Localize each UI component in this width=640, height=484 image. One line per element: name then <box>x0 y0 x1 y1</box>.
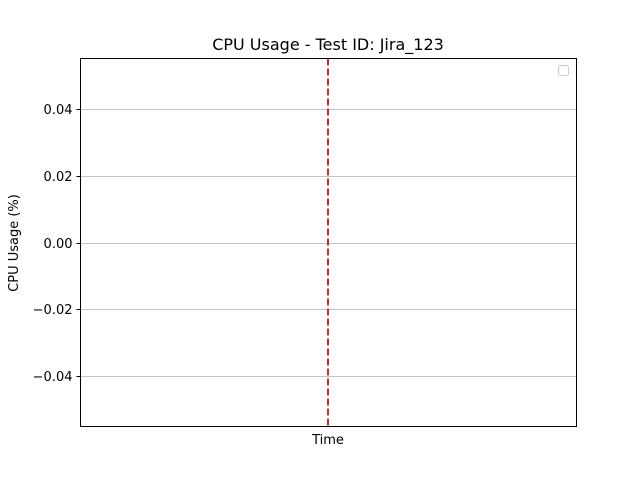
plot-frame <box>80 58 577 427</box>
y-tick-label: 0.04 <box>44 103 73 118</box>
y-tick-label: −0.02 <box>33 303 73 318</box>
legend-box <box>558 65 569 76</box>
chart-title: CPU Usage - Test ID: Jira_123 <box>212 35 444 55</box>
y-tick-label: 0.00 <box>44 237 73 252</box>
y-axis-label: CPU Usage (%) <box>7 194 22 292</box>
y-axis-ticks: 0.04 0.02 0.00 −0.02 −0.04 <box>33 103 81 385</box>
x-axis-label: Time <box>311 433 344 448</box>
y-tick-label: −0.04 <box>33 370 73 385</box>
y-tick-label: 0.02 <box>44 170 73 185</box>
